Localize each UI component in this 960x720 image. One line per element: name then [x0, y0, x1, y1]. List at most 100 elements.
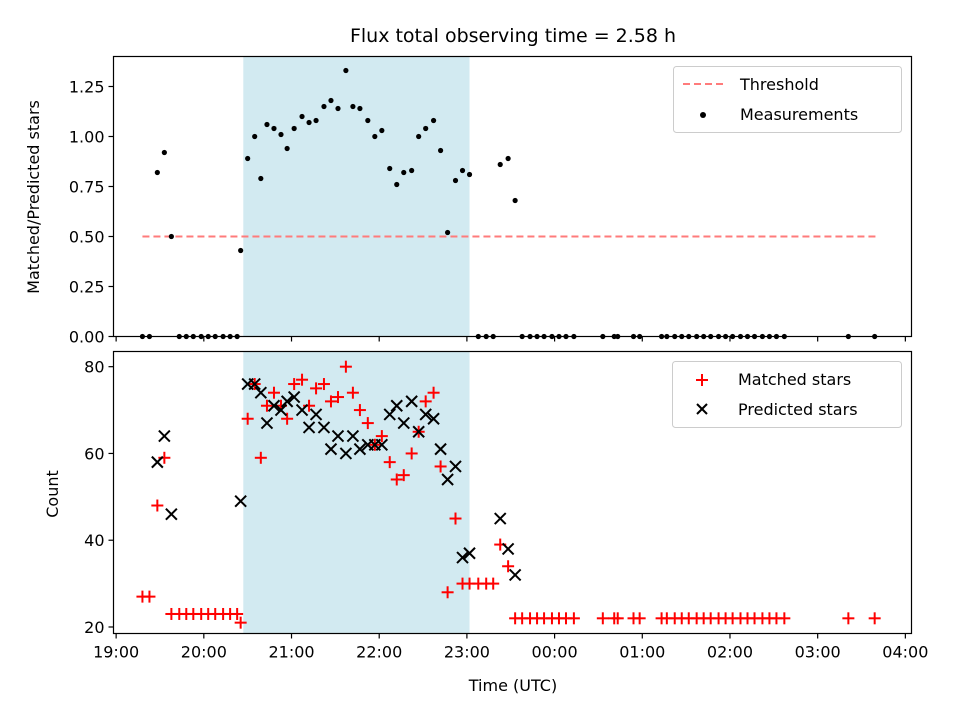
x-tick-label: 04:00	[882, 643, 928, 662]
legend-threshold-label: Threshold	[739, 75, 819, 94]
measurement-point	[497, 161, 503, 168]
predicted-star-point	[397, 416, 410, 430]
predicted-star-point	[434, 442, 447, 456]
predicted-star-point	[456, 551, 469, 564]
predicted-star-point	[234, 494, 247, 508]
matched-star-point	[449, 512, 462, 525]
measurement-point	[238, 247, 244, 254]
measurement-point	[401, 169, 407, 176]
matched-star-point	[288, 378, 301, 391]
matched-star-point	[267, 386, 280, 399]
predicted-star-point	[302, 421, 316, 434]
predicted-star-point	[412, 425, 425, 438]
x-tick-label: 01:00	[619, 643, 665, 662]
measurement-point	[387, 165, 393, 172]
measurement-point	[328, 97, 334, 104]
measurement-point	[445, 229, 451, 236]
predicted-star-point	[390, 399, 403, 412]
bottom-shaded-region	[243, 351, 470, 634]
measurement-point	[437, 147, 444, 154]
predicted-star-point	[309, 408, 323, 421]
legend-measurements-label: Measurements	[740, 105, 858, 124]
measurement-point	[252, 133, 258, 140]
x-tick-label: 23:00	[444, 643, 490, 662]
predicted-star-point	[254, 386, 268, 399]
matched-star-point	[611, 612, 624, 625]
measurement-point	[245, 155, 251, 162]
predicted-star-point	[331, 429, 345, 443]
predicted-star-point	[346, 429, 360, 443]
measurement-point	[430, 117, 437, 124]
x-axis-label: Time (UTC)	[468, 676, 557, 695]
top-shade-rect	[243, 56, 470, 337]
matched-star-point	[151, 499, 164, 512]
predicted-star-point	[151, 455, 164, 469]
top-legend-box	[673, 66, 902, 133]
measurement-point	[258, 175, 264, 182]
legend-matched-label: Matched stars	[738, 370, 851, 389]
matched-star-point	[419, 395, 432, 408]
measurement-point	[161, 149, 167, 156]
measurement-point	[466, 171, 473, 178]
measurement-point	[299, 113, 305, 120]
matched-star-point	[441, 586, 454, 599]
measurement-point	[379, 127, 385, 134]
matched-star-point	[427, 386, 440, 399]
top-y-tick-label: 0.50	[69, 228, 105, 247]
predicted-star-point	[463, 547, 476, 560]
top-y-tick-label: 0.25	[69, 278, 105, 297]
predicted-star-point	[165, 507, 178, 521]
matched-star-point	[567, 612, 580, 625]
top-y-tick-label: 1.25	[69, 78, 105, 97]
measurement-point	[459, 167, 466, 174]
predicted-star-point	[375, 438, 389, 451]
bottom-y-axis-label: Count	[43, 470, 62, 518]
predicted-star-point	[501, 542, 515, 556]
measurement-point	[343, 67, 349, 74]
bottom-legend-box	[672, 361, 902, 428]
measurement-point	[365, 117, 371, 124]
measurement-point	[416, 133, 422, 140]
top-legend: Threshold Measurements	[673, 66, 902, 133]
bottom-y-tick-label: 40	[84, 531, 104, 550]
top-x-ticks	[115, 336, 906, 342]
bottom-y-tick-label: 60	[84, 444, 104, 463]
top-y-tick-label: 0.00	[69, 328, 105, 347]
bottom-legend: Matched stars Predicted stars	[672, 361, 902, 428]
chart-title: Flux total observing time = 2.58 h	[350, 25, 676, 47]
matched-star-point	[339, 360, 352, 373]
measurement-point	[423, 125, 429, 132]
predicted-star-point	[248, 377, 261, 391]
measurement-point	[154, 169, 160, 176]
matched-star-point	[317, 378, 330, 391]
measurement-point	[284, 145, 290, 152]
measurement-point	[313, 117, 319, 124]
bottom-y-tick-label: 80	[84, 358, 104, 377]
measurement-point	[306, 119, 312, 126]
top-panel: 0.00 0.25 0.50 0.75 1.00 1.25 Matched/Predict…	[24, 55, 913, 347]
predicted-star-point	[295, 403, 309, 417]
legend-predicted-label: Predicted stars	[738, 400, 858, 419]
predicted-star-point	[287, 390, 301, 404]
bottom-x-ticks: 19:00 20:00 21:00 22:00 23:00 00:00 01:00 02:00…	[93, 633, 928, 662]
predicted-star-point	[158, 429, 171, 443]
matched-star-point	[310, 382, 323, 395]
matched-star-point	[868, 612, 881, 625]
top-y-tick-label: 1.00	[69, 128, 105, 147]
top-axes-frame	[112, 55, 913, 338]
matched-star-point	[383, 456, 396, 469]
predicted-star-point	[260, 416, 274, 430]
matched-star-point	[281, 412, 294, 425]
matched-star-point	[434, 460, 447, 473]
x-tick-label: 20:00	[181, 643, 227, 662]
matched-star-point	[296, 373, 309, 386]
predicted-star-point	[449, 460, 462, 473]
matched-star-point	[231, 607, 244, 620]
x-tick-label: 02:00	[707, 643, 753, 662]
matched-star-point	[596, 612, 609, 625]
matched-star-point	[324, 395, 337, 408]
top-shaded-region	[243, 56, 470, 337]
matched-star-point	[254, 451, 267, 464]
predicted-star-point	[494, 512, 507, 525]
